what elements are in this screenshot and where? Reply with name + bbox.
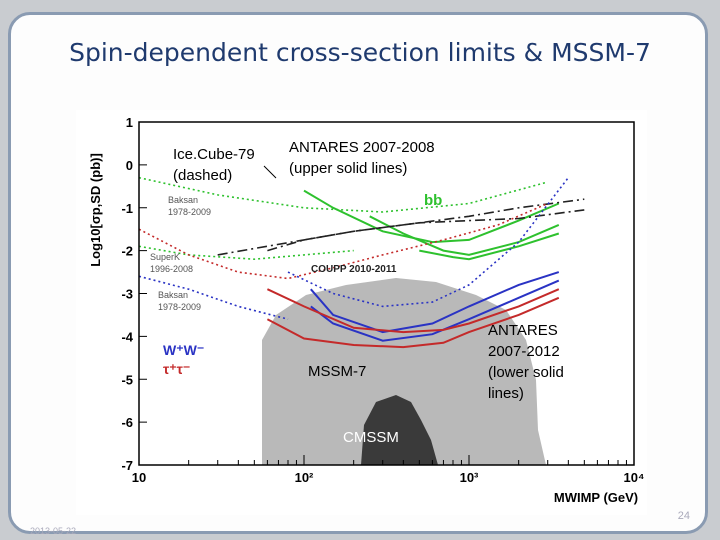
y-tick-label: -7: [121, 458, 133, 473]
superk-label-2: 1996-2008: [150, 264, 193, 274]
series-line-antares-2007-2012-bb: [369, 215, 560, 256]
y-tick-label: 0: [126, 158, 133, 173]
series-line-antares-2007-2012-w-w-: [310, 279, 560, 342]
series-line-antares-2007-2008-tau: [266, 288, 560, 334]
y-tick-label: -4: [121, 329, 133, 344]
series-line-antares-2007-2012-bb-2-: [419, 232, 560, 261]
series-line-superk-w-w-: [139, 275, 289, 320]
antares-lower-label-3: (lower solid: [488, 364, 564, 381]
baksan-top-label-1: Baksan: [168, 195, 198, 205]
antares-upper-label-2: (upper solid lines): [289, 160, 407, 177]
mssm7-label: MSSM-7: [308, 363, 366, 380]
antares-upper-label-1: ANTARES 2007-2008: [289, 139, 435, 156]
y-tick-label: -5: [121, 372, 133, 387]
ww-label: W⁺W⁻: [163, 342, 204, 358]
series-line-icecube-79-w-w-: [267, 198, 585, 252]
x-tick-label: 10²: [295, 470, 314, 485]
y-tick-label: -1: [121, 201, 133, 216]
x-axis-label: MWIMP (GeV): [554, 490, 638, 505]
y-axis-label: Log10[σp,SD (pb)]: [88, 153, 103, 267]
slide-number: 24: [677, 510, 690, 522]
cmssm-region: [361, 395, 438, 465]
mssm7-region: [262, 278, 546, 465]
baksan-top-label-2: 1978-2009: [168, 207, 211, 217]
icecube-label-1: Ice.Cube-79: [173, 146, 255, 163]
series-line-baksan-1978-2009-w-w-: [287, 177, 569, 308]
series-line-antares-2007-2008-bb: [303, 189, 560, 244]
x-tick-label: 10³: [460, 470, 479, 485]
antares-lower-label-1: ANTARES: [488, 322, 558, 339]
chart-svg: 10-1-2-3-4-5-6-710 10² 10³ 10⁴ Log10[σp,SD …: [88, 115, 645, 505]
chart-panel: 1 0 -1 -2 -3 -4 -5 -6 -7 10 10² 10³ 10⁴ Log10[σp,SD …: [76, 110, 647, 515]
coupp-label: COUPP 2010-2011: [311, 264, 397, 275]
y-tick-label: 1: [126, 115, 133, 130]
x-tick-label: 10⁴: [624, 470, 645, 485]
y-tick-label: -3: [121, 287, 133, 302]
slide-date: 2013-05-22: [30, 526, 77, 536]
icecube-pointer: [263, 165, 277, 179]
baksan-mid-label-2: 1978-2009: [158, 302, 201, 312]
bb-label: bb: [424, 192, 442, 209]
series-line-antares-2007-2012-tau: [266, 296, 560, 349]
series-line-antares-2007-2008-w-w-: [310, 271, 560, 334]
antares-lower-label-2: 2007-2012: [488, 343, 560, 360]
superk-label-1: SuperK: [150, 252, 180, 262]
series-line-icecube-79-bb: [217, 209, 585, 256]
series-line-coupp-2010-2011: [139, 202, 549, 280]
x-tick-label: 10: [132, 470, 146, 485]
baksan-mid-label-1: Baksan: [158, 290, 188, 300]
series-line-superk-1996-2008-bb: [139, 245, 354, 261]
y-tick-label: -6: [121, 415, 133, 430]
cmssm-label: CMSSM: [343, 429, 399, 446]
slide-title: Spin-dependent cross-section limits & MS…: [69, 38, 651, 67]
y-tick-label: -2: [121, 244, 133, 259]
antares-lower-label-4: lines): [488, 385, 524, 402]
tautau-label: τ⁺τ⁻: [163, 361, 190, 377]
icecube-label-2: (dashed): [173, 167, 232, 184]
series-line-baksan-1978-2009-bb: [139, 176, 548, 213]
